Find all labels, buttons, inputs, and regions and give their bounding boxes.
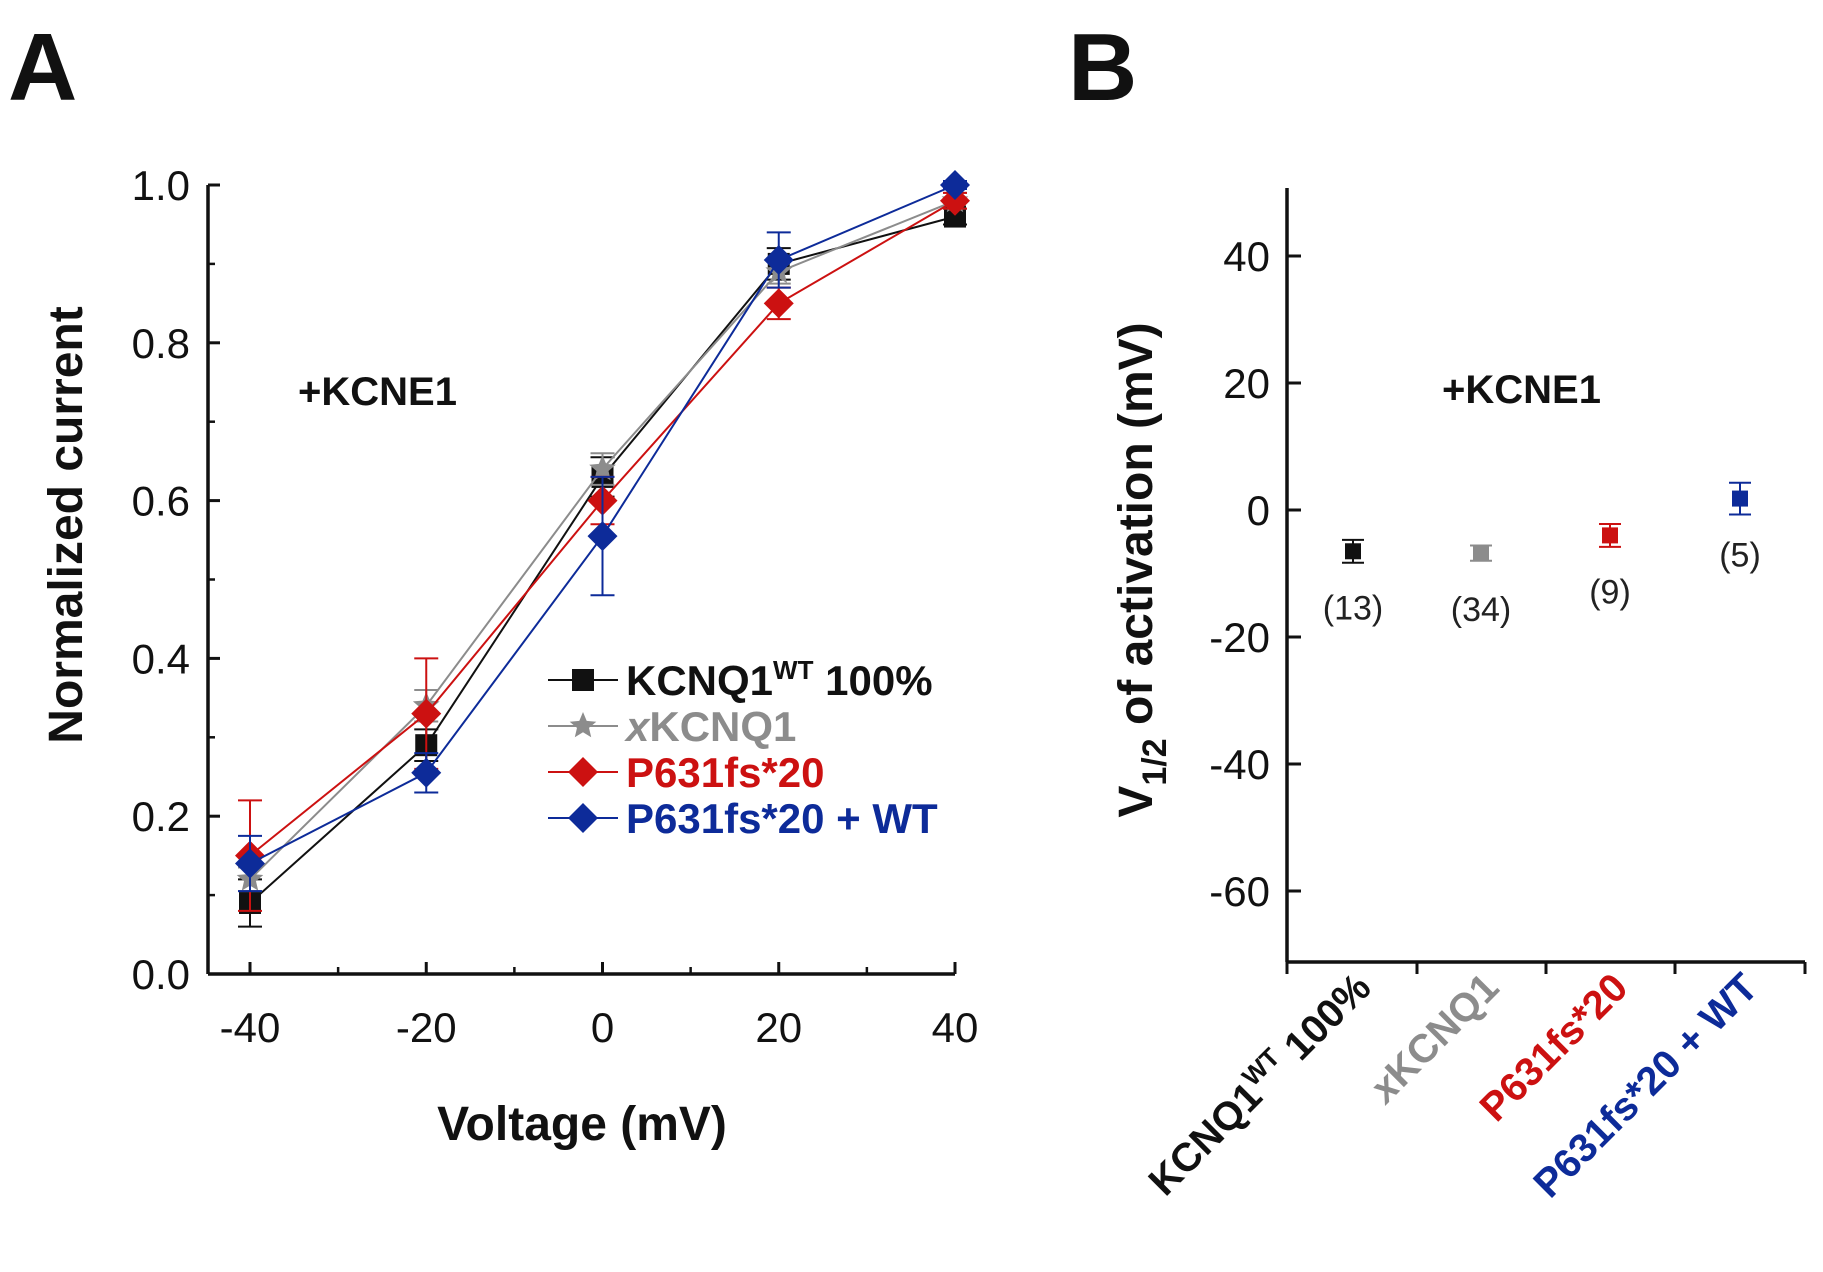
panel-a-x-tick-label: 20 [755, 1004, 802, 1051]
panel-a-y-tick-label: 0.0 [132, 951, 190, 998]
panel-a-data-point [944, 205, 966, 228]
panel-b-chart: 40 20 0 -20 -40 -60 V1/2 of activation (mV) +… [1110, 188, 1807, 1206]
panel-a-y-tick-label: 0.8 [132, 320, 190, 367]
panel-a-legend-marker [568, 757, 598, 787]
panel-a-legend-label: KCNQ1WT 100% [626, 655, 933, 704]
panel-a-legend-label: P631fs*20 + WT [626, 795, 938, 842]
panel-a-series [235, 170, 970, 893]
panel-b-n-label: (9) [1589, 573, 1631, 611]
panel-b-y-tick-label: 40 [1223, 233, 1270, 280]
panel-a-x-tick-label: -40 [220, 1004, 281, 1051]
panel-b-y-tick-label: -60 [1209, 868, 1270, 915]
legend-superscript: WT [773, 655, 814, 685]
panel-b-letter: B [1068, 14, 1137, 121]
panel-b-y-tick-label: 20 [1223, 360, 1270, 407]
panel-a-x-tick-label: 40 [932, 1004, 979, 1051]
panel-a-annotation: +KCNE1 [298, 370, 457, 414]
panel-a-y-tick-label: 0.2 [132, 793, 190, 840]
panel-b-annotation: +KCNE1 [1442, 368, 1601, 412]
panel-b-data-point [1345, 543, 1361, 560]
panel-b-y-tick-label: -20 [1209, 614, 1270, 661]
legend-main-part: P631fs*20 + WT [626, 795, 938, 842]
panel-a-data-point [763, 244, 794, 275]
panel-a-y-axis-title: Normalized current [40, 306, 93, 743]
panel-a-legend-marker [569, 712, 597, 738]
category-main-part: P631fs*20 + WT [1525, 965, 1766, 1206]
legend-italic-part: x [624, 703, 651, 750]
panel-a-data-point [940, 185, 970, 216]
panel-a-y-tick-label: 0.4 [132, 635, 190, 682]
panel-a-legend-label: xKCNQ1 [624, 703, 796, 750]
panel-b-n-label: (13) [1323, 589, 1383, 627]
panel-a-x-tick-label: -20 [396, 1004, 457, 1051]
panel-b-y-tick-label: 0 [1247, 487, 1270, 534]
category-tail-part: 100% [1268, 965, 1379, 1076]
panel-a-legend-marker [568, 803, 598, 833]
category-main-part: KCNQ1 [1140, 1074, 1270, 1204]
panel-a-x-tick-label: 0 [591, 1004, 614, 1051]
panel-a-data-point [589, 455, 616, 481]
legend-tail-part: 100% [813, 657, 932, 704]
panel-b-data-point [1732, 490, 1748, 507]
panel-b-n-label: (34) [1451, 591, 1511, 629]
legend-main-part: KCNQ1 [649, 703, 796, 750]
legend-main-part: KCNQ1 [626, 657, 773, 704]
legend-main-part: P631fs*20 [626, 749, 825, 796]
panel-b-data-point [1602, 527, 1618, 544]
panel-b-n-label: (5) [1719, 537, 1761, 575]
panel-a-letter: A [8, 14, 77, 121]
panel-b-y-axis-title: V1/2 of activation (mV) [1110, 322, 1174, 817]
category-main-part: KCNQ1 [1377, 965, 1507, 1095]
panel-a-chart: 0.0 0.2 0.4 0.6 0.8 1.0 -40 -20 0 20 40 Normalize… [40, 162, 978, 1151]
panel-a-y-tick-label: 1.0 [132, 162, 190, 209]
panel-a-y-tick-label: 0.6 [132, 478, 190, 525]
panel-b-category-label: KCNQ1WT 100% [1137, 962, 1379, 1204]
panel-a-data-point [763, 288, 794, 319]
panel-a-data-point [411, 757, 442, 788]
panel-a-legend-label: P631fs*20 [626, 749, 825, 796]
panel-b-data-point [1473, 545, 1489, 562]
panel-a-legend-marker [572, 669, 594, 691]
panel-a-data-point [411, 698, 442, 729]
panel-b-category-label: P631fs*20 + WT [1525, 965, 1766, 1206]
panel-a-x-axis-title: Voltage (mV) [437, 1098, 727, 1151]
panel-a-data-point [587, 521, 618, 552]
panel-a-data-point [940, 170, 970, 200]
panel-a-data-point [235, 848, 265, 879]
panel-b-y-tick-label: -40 [1209, 741, 1270, 788]
